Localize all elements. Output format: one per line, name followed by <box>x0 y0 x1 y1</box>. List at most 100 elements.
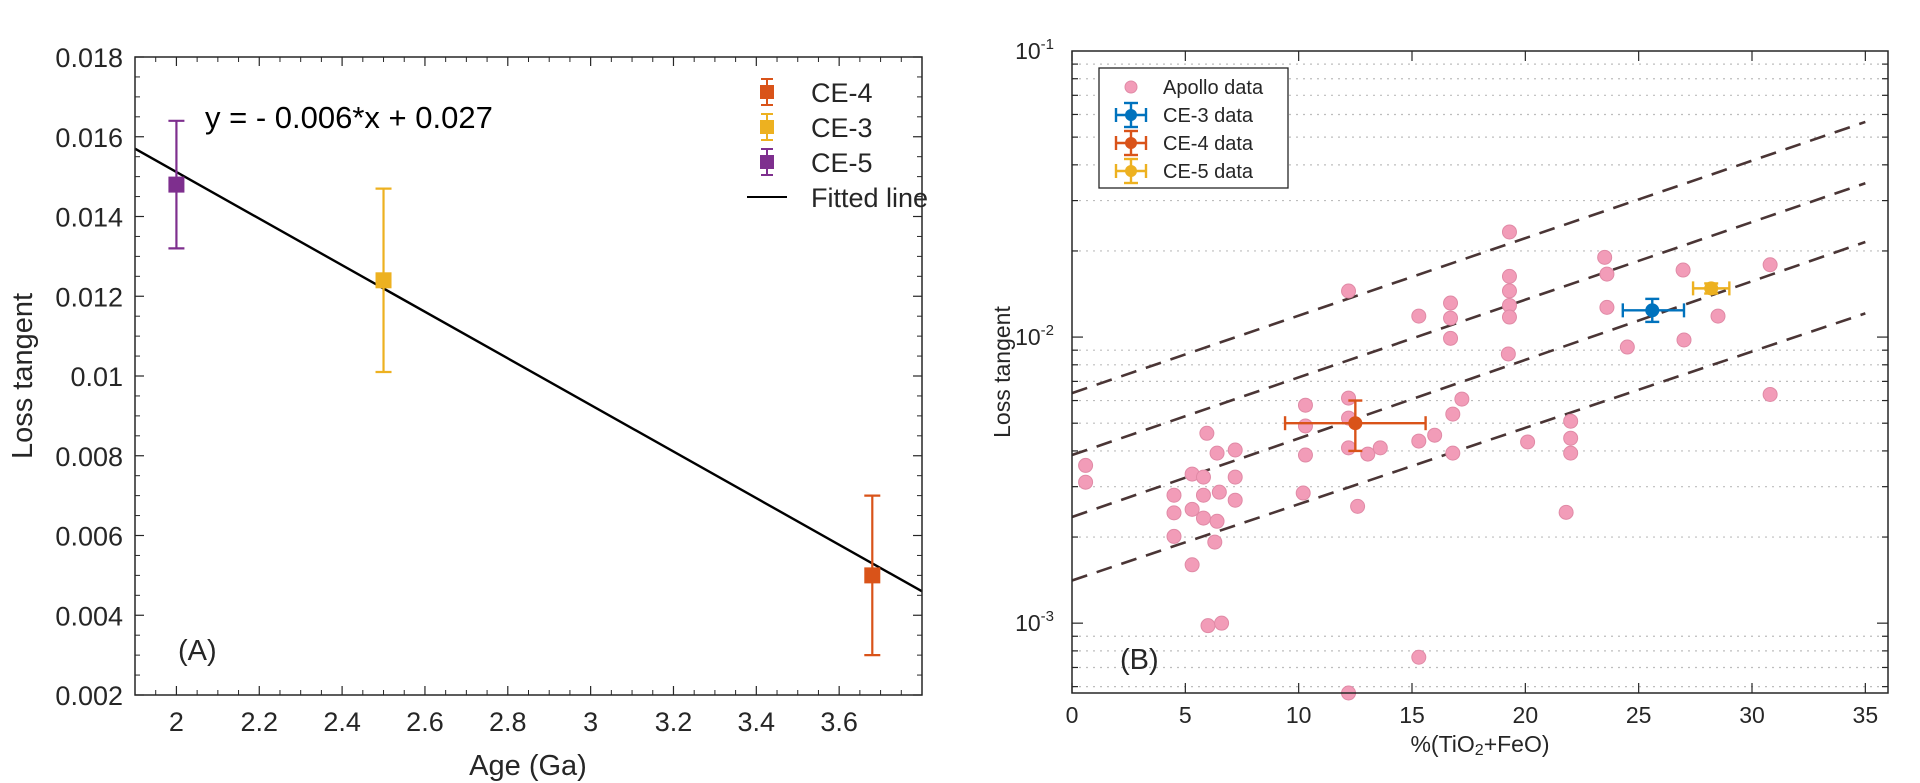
panel-a-xlabel: Age (Ga) <box>469 750 587 782</box>
y-tick-base: 10 <box>1015 38 1041 64</box>
panel-b-xlabel-sub: 2 <box>1475 742 1484 759</box>
apollo-point <box>1166 487 1182 503</box>
apollo-point <box>1599 266 1615 282</box>
y-tick-base: 10 <box>1015 324 1041 350</box>
marker <box>1125 137 1137 149</box>
y-tick-label: 0.012 <box>55 282 123 312</box>
apollo-point <box>1350 498 1366 514</box>
apollo-point <box>1445 406 1461 422</box>
apollo-point <box>1676 332 1692 348</box>
apollo-point <box>1411 649 1427 665</box>
apollo-point <box>1372 440 1388 456</box>
apollo-point <box>1558 504 1574 520</box>
x-tick-label: 3.6 <box>820 707 858 737</box>
panel-a-axes-box <box>134 56 923 696</box>
apollo-point <box>1360 446 1376 462</box>
y-tick-exponent: -1 <box>1041 36 1054 53</box>
y-tick-label: 10-1 <box>1015 36 1054 64</box>
apollo-point <box>1166 528 1182 544</box>
apollo-point <box>1675 262 1691 278</box>
apollo-point <box>1445 445 1461 461</box>
apollo-point <box>1195 469 1211 485</box>
y-tick-label: 0.01 <box>70 362 123 392</box>
apollo-point <box>1195 510 1211 526</box>
marker <box>1645 303 1660 318</box>
fitted-line <box>134 147 923 593</box>
panel-a-legend: CE-4 CE-3 CE-5 Fitted line <box>747 78 928 213</box>
apollo-point <box>1195 487 1211 503</box>
apollo-point <box>1427 427 1443 443</box>
apollo-point <box>1078 474 1094 490</box>
apollo-point <box>1520 434 1536 450</box>
marker <box>1348 416 1363 431</box>
data-point-ce-4 <box>864 494 881 657</box>
apollo-point <box>1501 283 1517 299</box>
legend-label: CE-5 data <box>1163 161 1254 183</box>
legend-square-marker <box>760 85 774 99</box>
legend-entry-ce-4: CE-4 <box>760 78 873 108</box>
panel-b-label: (B) <box>1120 644 1159 676</box>
legend-apollo-marker <box>1124 80 1138 94</box>
y-tick-label: 10-3 <box>1015 608 1054 636</box>
legend-square-marker <box>760 120 774 134</box>
legend-label: CE-4 data <box>1163 133 1254 155</box>
apollo-point <box>1184 557 1200 573</box>
apollo-point <box>1619 339 1635 355</box>
y-tick-label: 0.016 <box>55 123 123 153</box>
y-tick-label: 0.004 <box>55 601 123 631</box>
apollo-point <box>1227 442 1243 458</box>
x-tick-label: 10 <box>1286 702 1312 728</box>
apollo-point <box>1209 513 1225 529</box>
x-tick-label: 2.8 <box>489 707 527 737</box>
panel-b-xlabel-part3: +FeO) <box>1484 731 1550 757</box>
panel-a-ylabel: Loss tangent <box>7 293 39 459</box>
legend-label: CE-3 <box>811 113 873 143</box>
x-tick-label: 2 <box>169 707 184 737</box>
panel-b-ylabel: Loss tangent <box>989 306 1015 438</box>
apollo-point <box>1411 433 1427 449</box>
panel-b-xlabel: %(TiO2+FeO) <box>1410 731 1549 759</box>
x-tick-label: 25 <box>1626 702 1652 728</box>
apollo-point <box>1341 440 1357 456</box>
dashed-reference-line-2 <box>1071 181 1866 457</box>
series-ce-4-data <box>1283 399 1427 453</box>
dashed-reference-line-1 <box>1071 120 1866 395</box>
series-ce-5-data <box>1691 281 1731 296</box>
apollo-point <box>1184 501 1200 517</box>
legend-label: CE-3 data <box>1163 105 1254 127</box>
legend-label: Apollo data <box>1163 77 1264 99</box>
y-tick-label: 0.006 <box>55 522 123 552</box>
legend-entry-apollo-data: Apollo data <box>1124 77 1264 99</box>
x-tick-label: 2.4 <box>323 707 361 737</box>
panel-a: 2 2.2 2.4 2.6 2.8 3 3.2 3.4 3.6 0.002 0.004 0.006 0.… <box>7 43 928 782</box>
x-tick-label: 3.2 <box>655 707 693 737</box>
apollo-point <box>1211 484 1227 500</box>
legend-entry-fitted-line: Fitted line <box>747 183 928 213</box>
y-tick-exponent: -3 <box>1041 608 1054 625</box>
legend-entry-ce-3-data: CE-3 data <box>1114 101 1254 129</box>
apollo-point <box>1166 505 1182 521</box>
x-tick-label: 2.6 <box>406 707 444 737</box>
panel-b-legend: Apollo data CE-3 data CE-4 data CE-5 data <box>1098 67 1289 189</box>
apollo-point <box>1078 457 1094 473</box>
y-tick-exponent: -2 <box>1041 322 1054 339</box>
apollo-point <box>1209 445 1225 461</box>
x-tick-label: 5 <box>1179 702 1192 728</box>
apollo-point <box>1501 224 1517 240</box>
dashed-reference-line-4 <box>1071 312 1866 582</box>
apollo-point <box>1762 386 1778 402</box>
apollo-point <box>1295 485 1311 501</box>
y-tick-label: 10-2 <box>1015 322 1054 350</box>
apollo-point <box>1214 615 1230 631</box>
series-ce-3-data <box>1621 297 1686 324</box>
apollo-point <box>1599 299 1615 315</box>
apollo-point <box>1501 309 1517 325</box>
apollo-point <box>1501 268 1517 284</box>
apollo-point <box>1297 418 1313 434</box>
legend-square-marker <box>760 155 774 169</box>
panel-a-equation: y = - 0.006*x + 0.027 <box>205 100 493 135</box>
apollo-point <box>1199 425 1215 441</box>
apollo-point <box>1341 390 1357 406</box>
apollo-point <box>1227 469 1243 485</box>
